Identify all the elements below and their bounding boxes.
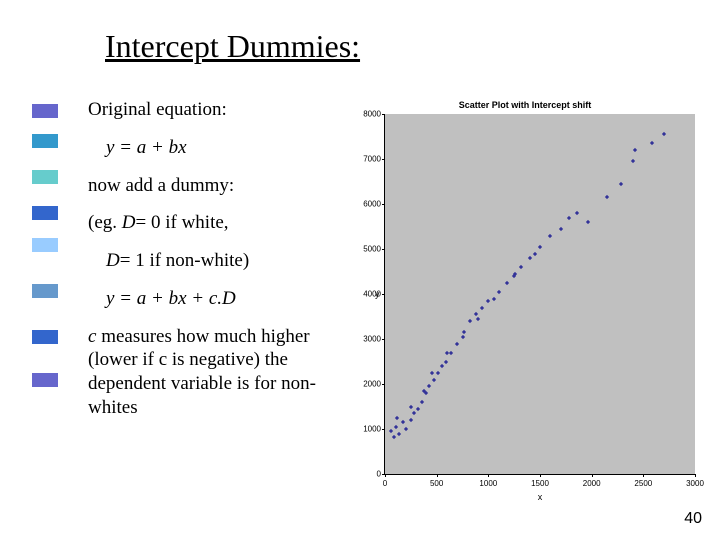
y-tick-label: 8000 — [357, 110, 381, 119]
y-tick-label: 4000 — [357, 290, 381, 299]
stripe — [32, 284, 58, 298]
data-point — [427, 384, 431, 388]
x-tick-mark — [592, 474, 593, 477]
line-add-dummy: now add a dummy: — [88, 174, 338, 198]
data-point — [631, 159, 635, 163]
data-point — [649, 141, 653, 145]
y-tick-mark — [382, 384, 385, 385]
line-nonwhite: D= 1 if non-white) — [88, 249, 338, 273]
stripe — [32, 104, 58, 118]
x-tick-mark — [643, 474, 644, 477]
data-point — [431, 377, 435, 381]
data-point — [412, 411, 416, 415]
data-point — [409, 404, 413, 408]
data-point — [528, 256, 532, 260]
y-tick-mark — [382, 339, 385, 340]
data-point — [468, 319, 472, 323]
data-point — [497, 290, 501, 294]
equation-1: y = a + bx — [88, 136, 338, 160]
data-point — [548, 233, 552, 237]
line-original-equation: Original equation: — [88, 98, 338, 122]
data-point — [389, 429, 393, 433]
y-tick-mark — [382, 114, 385, 115]
x-tick-mark — [540, 474, 541, 477]
y-tick-label: 2000 — [357, 380, 381, 389]
data-point — [461, 330, 465, 334]
data-point — [404, 427, 408, 431]
data-point — [429, 371, 433, 375]
text-column: Original equation: y = a + bx now add a … — [88, 98, 338, 434]
data-point — [400, 420, 404, 424]
x-tick-label: 2000 — [583, 479, 601, 488]
y-tick-label: 1000 — [357, 425, 381, 434]
y-tick-label: 7000 — [357, 155, 381, 164]
y-tick-mark — [382, 159, 385, 160]
x-axis-label: x — [538, 492, 543, 502]
chart-title: Scatter Plot with Intercept shift — [360, 100, 690, 110]
stripe — [32, 170, 58, 184]
x-tick-label: 500 — [430, 479, 443, 488]
stripe — [32, 206, 58, 220]
x-tick-label: 3000 — [686, 479, 704, 488]
stripe — [32, 134, 58, 148]
x-tick-mark — [488, 474, 489, 477]
data-point — [445, 350, 449, 354]
data-point — [567, 215, 571, 219]
data-point — [533, 251, 537, 255]
data-point — [480, 305, 484, 309]
plot-area: y x 010002000300040005000600070008000050… — [384, 114, 695, 475]
y-tick-mark — [382, 429, 385, 430]
data-point — [559, 227, 563, 231]
data-point — [633, 148, 637, 152]
slide-title: Intercept Dummies: — [105, 28, 360, 65]
data-point — [440, 364, 444, 368]
x-tick-label: 1000 — [479, 479, 497, 488]
x-tick-mark — [695, 474, 696, 477]
y-tick-label: 5000 — [357, 245, 381, 254]
data-point — [575, 211, 579, 215]
equation-2: y = a + bx + c.D — [88, 287, 338, 311]
data-point — [449, 350, 453, 354]
data-point — [397, 431, 401, 435]
x-tick-mark — [437, 474, 438, 477]
data-point — [605, 195, 609, 199]
y-tick-label: 0 — [357, 470, 381, 479]
data-point — [662, 132, 666, 136]
data-point — [394, 425, 398, 429]
line-eg-white: (eg. D= 0 if white, — [88, 211, 338, 235]
data-point — [395, 416, 399, 420]
data-point — [519, 265, 523, 269]
data-point — [505, 281, 509, 285]
x-tick-label: 1500 — [531, 479, 549, 488]
x-tick-mark — [385, 474, 386, 477]
data-point — [392, 435, 396, 439]
y-tick-mark — [382, 249, 385, 250]
data-point — [460, 335, 464, 339]
data-point — [476, 317, 480, 321]
data-point — [486, 299, 490, 303]
line-c-measures: c measures how much higher (lower if c i… — [88, 325, 338, 420]
page-number: 40 — [684, 510, 702, 528]
data-point — [618, 182, 622, 186]
data-point — [416, 407, 420, 411]
y-tick-mark — [382, 294, 385, 295]
data-point — [585, 220, 589, 224]
stripe — [32, 238, 58, 252]
data-point — [491, 296, 495, 300]
data-point — [444, 359, 448, 363]
stripe — [32, 330, 58, 344]
x-tick-label: 0 — [383, 479, 387, 488]
slide: Intercept Dummies: Original equation: y … — [0, 0, 720, 540]
y-tick-mark — [382, 204, 385, 205]
y-tick-label: 3000 — [357, 335, 381, 344]
data-point — [436, 371, 440, 375]
data-point — [538, 245, 542, 249]
data-point — [420, 400, 424, 404]
y-tick-label: 6000 — [357, 200, 381, 209]
x-tick-label: 2500 — [634, 479, 652, 488]
scatter-chart: Scatter Plot with Intercept shift y x 01… — [360, 100, 690, 475]
stripe — [32, 373, 58, 387]
data-point — [409, 418, 413, 422]
data-point — [455, 341, 459, 345]
